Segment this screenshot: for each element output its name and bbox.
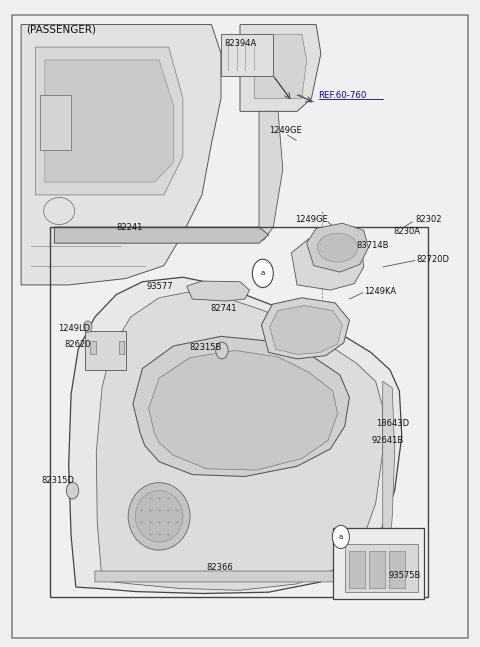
Polygon shape xyxy=(21,25,221,285)
Text: 82394A: 82394A xyxy=(224,39,256,49)
Text: 82315B: 82315B xyxy=(190,344,222,353)
Circle shape xyxy=(84,321,92,333)
FancyBboxPatch shape xyxy=(12,15,468,639)
Bar xyxy=(221,34,273,76)
Bar xyxy=(333,528,424,598)
Polygon shape xyxy=(45,60,173,182)
Text: 92641B: 92641B xyxy=(372,436,404,445)
Polygon shape xyxy=(54,227,268,243)
Polygon shape xyxy=(187,281,250,301)
Ellipse shape xyxy=(128,483,190,550)
Text: 1249LD: 1249LD xyxy=(59,324,90,333)
Polygon shape xyxy=(259,111,283,240)
Polygon shape xyxy=(36,47,183,195)
Polygon shape xyxy=(269,305,342,355)
Text: 93575B: 93575B xyxy=(388,571,421,580)
Polygon shape xyxy=(95,571,383,582)
Circle shape xyxy=(216,342,228,359)
Bar xyxy=(370,551,384,588)
Polygon shape xyxy=(240,25,321,111)
Polygon shape xyxy=(149,351,337,470)
Bar xyxy=(345,544,419,592)
Bar xyxy=(49,227,428,597)
Text: 1249GE: 1249GE xyxy=(269,126,301,135)
Text: 82366: 82366 xyxy=(207,564,233,573)
Ellipse shape xyxy=(317,233,358,262)
Bar xyxy=(85,331,126,371)
Circle shape xyxy=(66,482,79,499)
Bar xyxy=(119,342,124,355)
Text: 82720D: 82720D xyxy=(416,255,449,264)
Text: 82302: 82302 xyxy=(415,215,442,224)
Text: 18643D: 18643D xyxy=(377,419,410,428)
Text: 93577: 93577 xyxy=(147,281,173,291)
Text: 82620: 82620 xyxy=(64,340,91,349)
Text: 82741: 82741 xyxy=(210,304,237,313)
Text: a: a xyxy=(339,534,343,540)
Circle shape xyxy=(252,259,273,287)
Polygon shape xyxy=(383,381,395,568)
Polygon shape xyxy=(291,235,364,290)
Text: 83714B: 83714B xyxy=(357,241,389,250)
Text: (PASSENGER): (PASSENGER) xyxy=(26,25,96,34)
Polygon shape xyxy=(96,291,383,590)
Text: 82241: 82241 xyxy=(117,223,143,232)
Ellipse shape xyxy=(135,490,183,542)
Text: a: a xyxy=(261,270,265,276)
Circle shape xyxy=(332,525,349,549)
Text: 82315D: 82315D xyxy=(42,476,75,485)
Bar xyxy=(389,551,405,588)
Polygon shape xyxy=(133,336,349,476)
Polygon shape xyxy=(254,34,307,98)
Polygon shape xyxy=(69,277,402,593)
Text: 8230A: 8230A xyxy=(393,227,420,236)
Bar xyxy=(90,342,96,355)
Polygon shape xyxy=(307,223,369,272)
Text: 1249KA: 1249KA xyxy=(364,287,396,296)
Bar xyxy=(40,95,71,150)
Text: REF.60-760: REF.60-760 xyxy=(319,91,367,100)
Text: 1249GE: 1249GE xyxy=(295,215,328,224)
Polygon shape xyxy=(262,298,349,359)
Bar xyxy=(349,551,365,588)
